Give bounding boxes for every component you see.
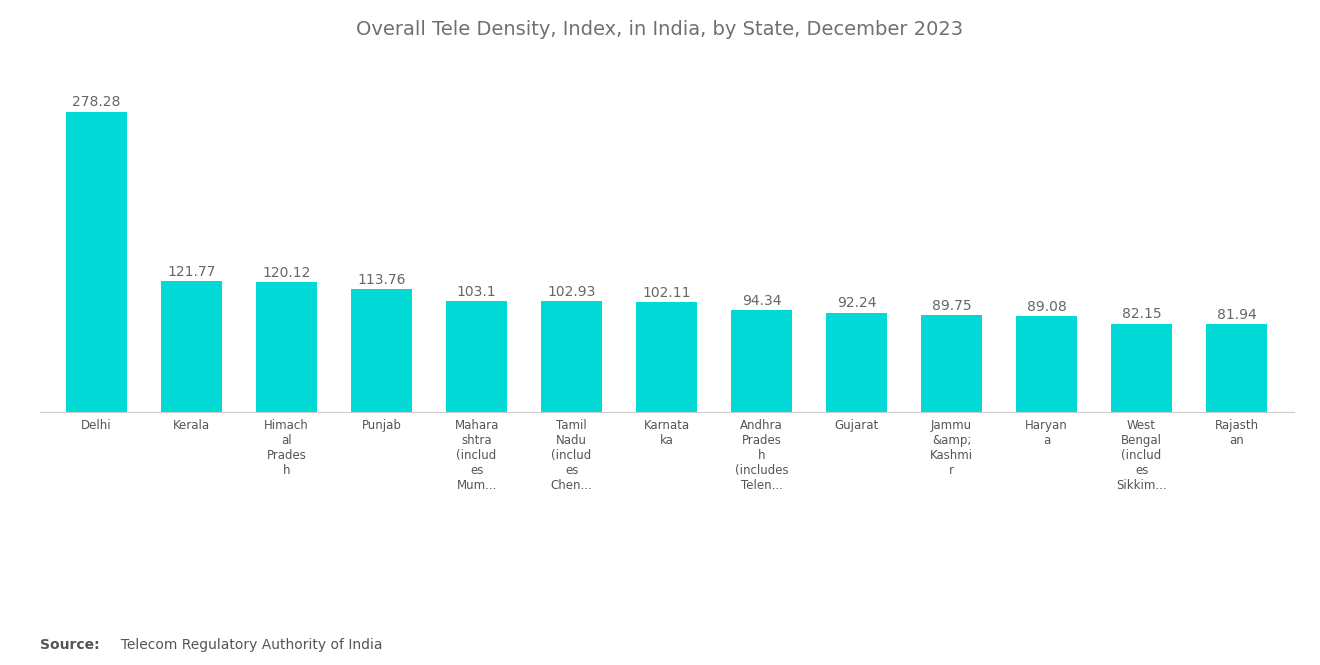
Text: Rajasth
an: Rajasth an (1214, 419, 1259, 447)
Text: Delhi: Delhi (82, 419, 112, 432)
Bar (731, 311, 792, 412)
Text: Punjab: Punjab (362, 419, 401, 432)
Text: Telecom Regulatory Authority of India: Telecom Regulatory Authority of India (112, 638, 383, 652)
Text: 102.11: 102.11 (643, 286, 690, 300)
Text: Gujarat: Gujarat (834, 419, 879, 432)
Text: Kerala: Kerala (173, 419, 210, 432)
Bar (66, 112, 128, 412)
Text: Andhra
Prades
h
(includes
Telen...: Andhra Prades h (includes Telen... (735, 419, 788, 492)
Text: Himach
al
Prades
h: Himach al Prades h (264, 419, 309, 477)
Text: Karnata
ka: Karnata ka (644, 419, 689, 447)
Text: 81.94: 81.94 (1217, 308, 1257, 322)
Text: Jammu
&amp;
Kashmi
r: Jammu &amp; Kashmi r (931, 419, 973, 477)
Bar (161, 281, 223, 412)
Text: Mahara
shtra
(includ
es
Mum...: Mahara shtra (includ es Mum... (454, 419, 499, 492)
Bar (826, 313, 887, 412)
Text: Tamil
Nadu
(includ
es
Chen...: Tamil Nadu (includ es Chen... (550, 419, 593, 492)
Text: Overall Tele Density, Index, in India, by State, December 2023: Overall Tele Density, Index, in India, b… (356, 20, 964, 39)
Bar (446, 301, 507, 412)
Bar (1015, 316, 1077, 412)
Bar (541, 301, 602, 412)
Text: Source:: Source: (40, 638, 99, 652)
Text: 113.76: 113.76 (358, 273, 405, 287)
Bar (636, 302, 697, 412)
Text: 120.12: 120.12 (263, 267, 310, 281)
Text: 278.28: 278.28 (73, 95, 121, 110)
Text: 94.34: 94.34 (742, 294, 781, 308)
Text: 121.77: 121.77 (168, 265, 215, 279)
Bar (256, 283, 318, 412)
Text: 103.1: 103.1 (457, 285, 496, 299)
Text: Haryan
a: Haryan a (1026, 419, 1068, 447)
Text: 89.08: 89.08 (1027, 300, 1067, 314)
Text: 92.24: 92.24 (837, 297, 876, 311)
Bar (1205, 324, 1267, 412)
Bar (921, 315, 982, 412)
Text: 82.15: 82.15 (1122, 307, 1162, 321)
Bar (351, 289, 412, 412)
Text: West
Bengal
(includ
es
Sikkim...: West Bengal (includ es Sikkim... (1117, 419, 1167, 492)
Bar (1110, 324, 1172, 412)
Text: 89.75: 89.75 (932, 299, 972, 313)
Text: 102.93: 102.93 (548, 285, 595, 299)
